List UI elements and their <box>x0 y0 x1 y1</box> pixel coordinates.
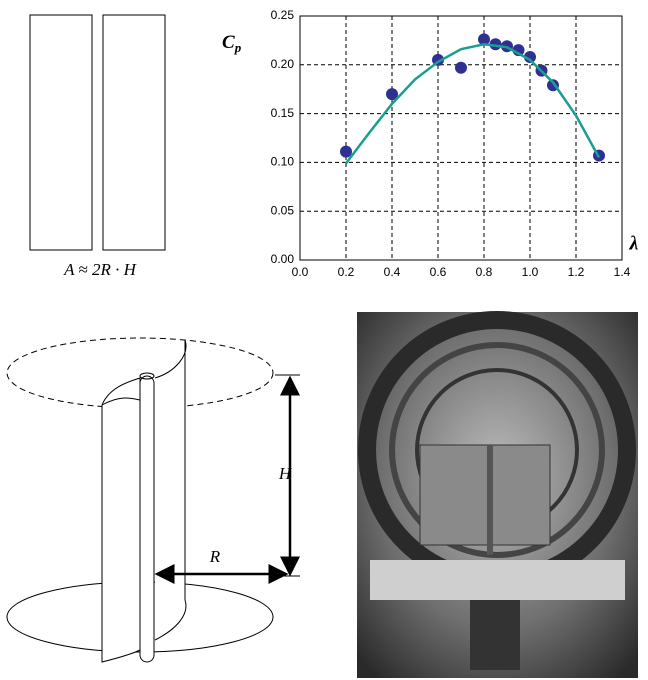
y-axis-label-main: C <box>222 32 235 53</box>
y-tick-label: 0.15 <box>271 106 295 120</box>
radius-label: R <box>209 547 221 566</box>
data-point <box>386 88 398 101</box>
projection-rect <box>102 14 166 251</box>
plot-frame <box>299 15 623 261</box>
rotor-diagram <box>6 337 274 663</box>
x-tick-label: 0.4 <box>384 265 401 279</box>
y-tick-label: 0.20 <box>271 57 295 71</box>
x-tick-label: 0.2 <box>338 265 355 279</box>
data-point <box>455 61 467 74</box>
area-formula: A ≈ 2R · H <box>63 260 138 279</box>
photo <box>357 311 638 678</box>
x-tick-label: 1.0 <box>522 265 539 279</box>
y-tick-label: 0.10 <box>271 155 295 169</box>
y-axis-label: Cp <box>222 32 242 55</box>
x-tick-label: 1.4 <box>614 265 631 279</box>
projection-rect <box>29 14 93 251</box>
y-axis-label-sub: p <box>234 40 242 55</box>
x-tick-label: 1.2 <box>568 265 585 279</box>
y-tick-label: 0.25 <box>271 8 295 22</box>
data-point <box>524 50 536 63</box>
data-point <box>478 33 490 46</box>
y-tick-label: 0.05 <box>271 203 295 217</box>
x-tick-label: 0.0 <box>292 265 309 279</box>
x-axis-label: λ <box>629 233 639 255</box>
x-tick-label: 0.8 <box>476 265 493 279</box>
y-tick-label: 0.00 <box>271 252 295 266</box>
data-point <box>340 145 352 158</box>
x-tick-label: 0.6 <box>430 265 447 279</box>
height-label: H <box>278 464 293 483</box>
fit-curve <box>345 43 601 165</box>
